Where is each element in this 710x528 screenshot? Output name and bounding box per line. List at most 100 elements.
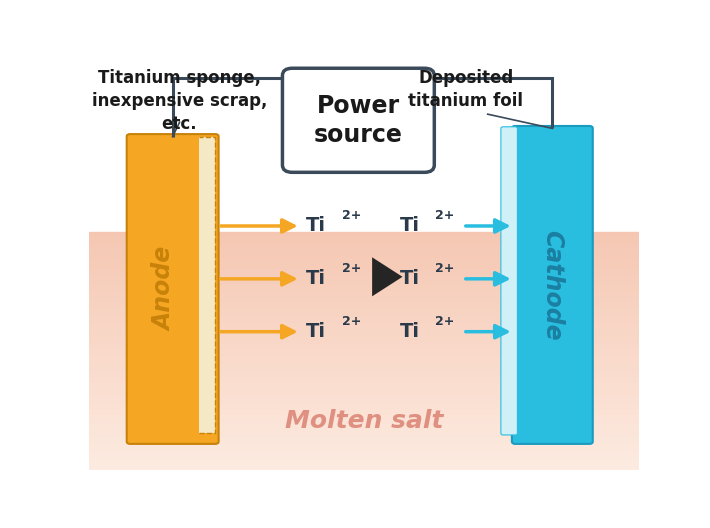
Bar xyxy=(89,408,639,410)
FancyBboxPatch shape xyxy=(283,68,435,172)
Bar xyxy=(89,399,639,401)
Bar xyxy=(89,437,639,440)
Bar xyxy=(89,321,639,324)
Bar xyxy=(89,458,639,461)
Bar xyxy=(89,363,639,366)
Bar xyxy=(89,250,639,253)
Bar xyxy=(89,295,639,297)
Bar xyxy=(89,342,639,345)
Bar xyxy=(89,360,639,363)
Bar xyxy=(89,241,639,244)
Bar xyxy=(89,345,639,348)
Bar xyxy=(89,324,639,327)
Bar xyxy=(89,282,639,286)
Bar xyxy=(89,330,639,333)
Bar xyxy=(89,393,639,395)
Bar xyxy=(89,354,639,357)
Bar xyxy=(89,410,639,413)
Text: 2+: 2+ xyxy=(435,262,455,275)
Text: 2+: 2+ xyxy=(435,315,455,328)
Bar xyxy=(89,304,639,306)
Polygon shape xyxy=(372,257,403,296)
Bar xyxy=(89,401,639,404)
Bar xyxy=(89,277,639,280)
Bar xyxy=(89,300,639,304)
Bar xyxy=(89,247,639,250)
Bar xyxy=(89,348,639,351)
Bar xyxy=(89,428,639,431)
Text: Ti: Ti xyxy=(306,269,326,288)
Bar xyxy=(89,417,639,419)
Bar xyxy=(89,306,639,309)
Text: Ti: Ti xyxy=(400,216,420,235)
Bar xyxy=(89,422,639,426)
Bar xyxy=(89,235,639,238)
Bar xyxy=(89,297,639,300)
FancyBboxPatch shape xyxy=(126,134,219,444)
Bar xyxy=(89,244,639,247)
Bar xyxy=(89,238,639,241)
Bar xyxy=(89,315,639,318)
Bar xyxy=(89,431,639,434)
Text: Anode: Anode xyxy=(152,247,176,331)
Bar xyxy=(89,232,639,235)
Text: 2+: 2+ xyxy=(342,209,361,222)
Bar xyxy=(89,289,639,291)
Text: Cathode: Cathode xyxy=(540,230,564,340)
Bar xyxy=(89,366,639,369)
Bar xyxy=(89,280,639,282)
Text: Ti: Ti xyxy=(306,322,326,341)
Bar xyxy=(89,339,639,342)
Bar xyxy=(199,137,215,433)
Bar xyxy=(89,313,639,315)
Text: Titanium sponge,
inexpensive scrap,
etc.: Titanium sponge, inexpensive scrap, etc. xyxy=(92,70,267,133)
Bar xyxy=(89,455,639,458)
Bar xyxy=(89,443,639,446)
Bar xyxy=(89,351,639,354)
Bar xyxy=(89,286,639,289)
Bar xyxy=(89,426,639,428)
Bar xyxy=(89,259,639,262)
Bar xyxy=(89,333,639,336)
Bar xyxy=(89,369,639,372)
Bar xyxy=(89,375,639,378)
Bar xyxy=(89,419,639,422)
Bar xyxy=(89,327,639,330)
Text: Molten salt: Molten salt xyxy=(285,409,443,433)
Bar xyxy=(89,271,639,274)
FancyBboxPatch shape xyxy=(512,126,593,444)
Bar xyxy=(89,413,639,417)
Bar xyxy=(89,262,639,265)
Bar xyxy=(89,395,639,399)
Bar xyxy=(89,372,639,375)
Bar xyxy=(89,384,639,386)
Bar xyxy=(89,357,639,360)
Bar xyxy=(89,452,639,455)
Bar xyxy=(89,291,639,295)
Bar xyxy=(89,318,639,321)
Text: Ti: Ti xyxy=(400,269,420,288)
Bar xyxy=(89,378,639,381)
Text: Deposited
titanium foil: Deposited titanium foil xyxy=(408,70,523,110)
Bar xyxy=(89,268,639,271)
Bar xyxy=(89,446,639,449)
Bar xyxy=(89,461,639,464)
Bar xyxy=(89,336,639,339)
Bar xyxy=(89,253,639,256)
Text: 2+: 2+ xyxy=(342,262,361,275)
Bar xyxy=(89,440,639,443)
Bar xyxy=(89,256,639,259)
Bar xyxy=(89,449,639,452)
Text: 2+: 2+ xyxy=(342,315,361,328)
Bar xyxy=(89,390,639,393)
Bar xyxy=(89,274,639,277)
Bar xyxy=(89,386,639,390)
Text: Ti: Ti xyxy=(306,216,326,235)
Bar xyxy=(89,467,639,470)
Text: 2+: 2+ xyxy=(435,209,455,222)
Bar xyxy=(89,464,639,467)
Bar xyxy=(89,434,639,437)
Bar xyxy=(89,404,639,408)
Bar xyxy=(89,381,639,384)
Bar xyxy=(89,309,639,313)
